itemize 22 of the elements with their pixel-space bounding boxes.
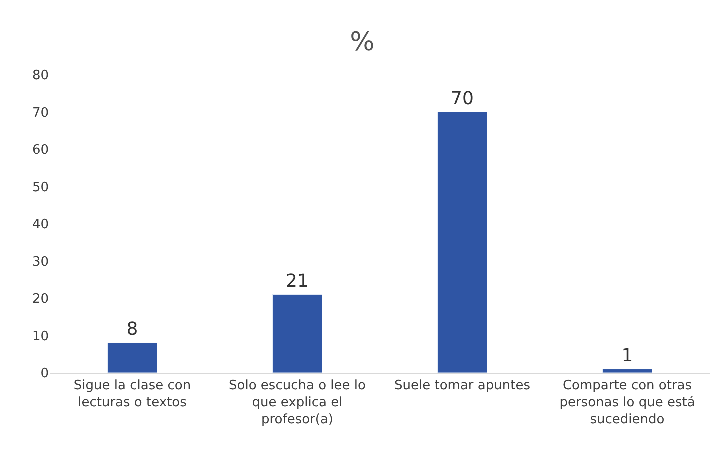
x-tick-label: Solo escucha o lee lo que explica el profesor(a) xyxy=(229,378,366,428)
data-label: 8 xyxy=(126,319,138,340)
x-tick-label: Sigue la clase con lecturas o textos xyxy=(74,378,192,410)
y-tick-label: 30 xyxy=(32,254,49,270)
y-tick-label: 20 xyxy=(32,292,49,308)
bar xyxy=(108,342,158,373)
bar xyxy=(272,294,322,373)
y-tick-label: 50 xyxy=(32,180,49,196)
chart-title: % xyxy=(350,27,375,58)
data-label: 70 xyxy=(451,88,474,110)
x-tick-label: Suele tomar apuntes xyxy=(394,378,531,394)
x-tick-label: Comparte con otras personas lo que está sucediendo xyxy=(560,378,696,428)
y-tick-label: 60 xyxy=(32,143,49,158)
y-tick-label: 70 xyxy=(32,106,49,121)
y-tick-label: 0 xyxy=(40,366,49,382)
data-label: 21 xyxy=(286,270,309,292)
y-tick-label: 40 xyxy=(32,218,49,233)
y-tick-label: 80 xyxy=(32,68,49,84)
y-tick-label: 10 xyxy=(32,329,49,344)
bar xyxy=(438,112,488,373)
bar xyxy=(602,369,652,373)
data-label: 1 xyxy=(622,345,634,366)
